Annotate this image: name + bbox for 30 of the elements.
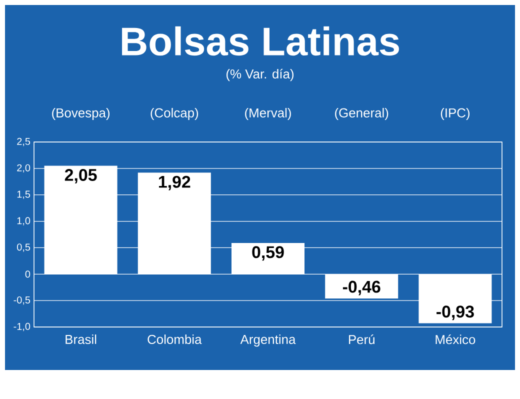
x-tick-label: Argentina xyxy=(240,334,296,347)
x-tick-label: Brasil xyxy=(66,334,96,344)
y-tick-label: 0,5 xyxy=(17,244,30,252)
data-label: -0,46 xyxy=(342,280,380,296)
bar xyxy=(138,172,211,274)
chart-title: Bolsas Latinas xyxy=(122,26,399,56)
text: (Colcap) xyxy=(150,108,198,120)
x-tick-label: México xyxy=(436,334,476,344)
y-tick-label: -0,5 xyxy=(14,296,30,305)
y-tick-label: 0 xyxy=(25,270,30,278)
data-label: 2,05 xyxy=(64,168,97,184)
bar xyxy=(231,242,305,274)
text: (Merval) xyxy=(245,108,291,120)
y-tick-label: 1,5 xyxy=(17,190,30,199)
data-label: 1,92 xyxy=(158,176,190,190)
bar xyxy=(44,166,118,274)
y-tick-label: 2,0 xyxy=(17,164,30,173)
chart-subtitle: (% Var. día) xyxy=(226,68,294,82)
bar xyxy=(418,274,492,324)
data-label: -0,93 xyxy=(436,306,474,320)
x-tick-label: Colombia xyxy=(148,334,202,344)
data-label: 0,59 xyxy=(252,246,284,261)
text: (Bovespa) xyxy=(52,108,110,120)
bar xyxy=(325,274,398,298)
y-tick-label: -1,0 xyxy=(14,322,30,332)
y-tick-label: 1,0 xyxy=(17,217,30,226)
x-tick-label: Perú xyxy=(348,334,374,344)
text: (IPC) xyxy=(440,108,470,120)
y-tick-label: 2,5 xyxy=(17,138,30,146)
text: (General) xyxy=(335,108,388,120)
